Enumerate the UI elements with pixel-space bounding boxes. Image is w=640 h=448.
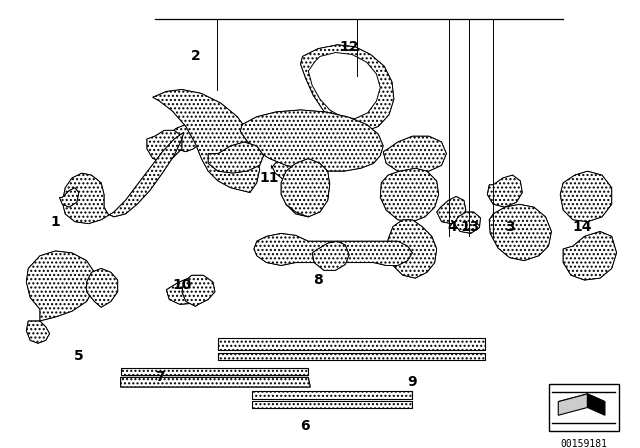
Polygon shape bbox=[271, 149, 325, 185]
Polygon shape bbox=[380, 168, 438, 222]
Polygon shape bbox=[560, 171, 612, 222]
Polygon shape bbox=[208, 142, 264, 173]
Polygon shape bbox=[153, 90, 260, 193]
Polygon shape bbox=[283, 168, 330, 217]
Polygon shape bbox=[436, 197, 466, 224]
Text: 2: 2 bbox=[191, 49, 200, 64]
Polygon shape bbox=[281, 159, 330, 217]
Text: 11: 11 bbox=[260, 171, 279, 185]
Text: 3: 3 bbox=[505, 220, 515, 233]
Polygon shape bbox=[26, 321, 50, 343]
Polygon shape bbox=[182, 275, 215, 306]
Polygon shape bbox=[254, 233, 412, 266]
Polygon shape bbox=[218, 338, 485, 350]
Polygon shape bbox=[86, 268, 118, 307]
Polygon shape bbox=[308, 52, 380, 119]
Bar bbox=[548, 384, 619, 431]
Polygon shape bbox=[588, 394, 605, 415]
Polygon shape bbox=[383, 136, 447, 173]
Polygon shape bbox=[240, 110, 383, 171]
Polygon shape bbox=[120, 368, 308, 375]
Text: 1: 1 bbox=[51, 215, 60, 229]
Polygon shape bbox=[558, 394, 605, 409]
Text: 8: 8 bbox=[313, 273, 323, 287]
Polygon shape bbox=[252, 391, 412, 399]
Polygon shape bbox=[388, 220, 436, 278]
Polygon shape bbox=[489, 204, 552, 261]
Text: 5: 5 bbox=[74, 349, 84, 363]
Polygon shape bbox=[563, 232, 616, 280]
Text: 6: 6 bbox=[301, 419, 310, 433]
Polygon shape bbox=[218, 353, 485, 360]
Text: 9: 9 bbox=[408, 375, 417, 389]
Polygon shape bbox=[147, 130, 182, 161]
Polygon shape bbox=[169, 125, 202, 152]
Polygon shape bbox=[312, 241, 349, 270]
Text: 00159181: 00159181 bbox=[560, 439, 607, 448]
Polygon shape bbox=[252, 401, 412, 409]
Polygon shape bbox=[62, 132, 184, 224]
Polygon shape bbox=[166, 278, 204, 304]
Polygon shape bbox=[301, 45, 394, 132]
Text: 12: 12 bbox=[339, 40, 359, 54]
Polygon shape bbox=[26, 251, 94, 321]
Text: 4: 4 bbox=[447, 220, 457, 233]
Polygon shape bbox=[169, 125, 204, 149]
Text: 7: 7 bbox=[155, 370, 164, 384]
Text: 10: 10 bbox=[172, 278, 191, 292]
Polygon shape bbox=[454, 212, 481, 233]
Polygon shape bbox=[487, 175, 522, 207]
Polygon shape bbox=[60, 188, 79, 207]
Polygon shape bbox=[120, 377, 310, 387]
Text: 13: 13 bbox=[460, 220, 479, 233]
Text: 14: 14 bbox=[573, 220, 593, 233]
Polygon shape bbox=[558, 394, 588, 415]
